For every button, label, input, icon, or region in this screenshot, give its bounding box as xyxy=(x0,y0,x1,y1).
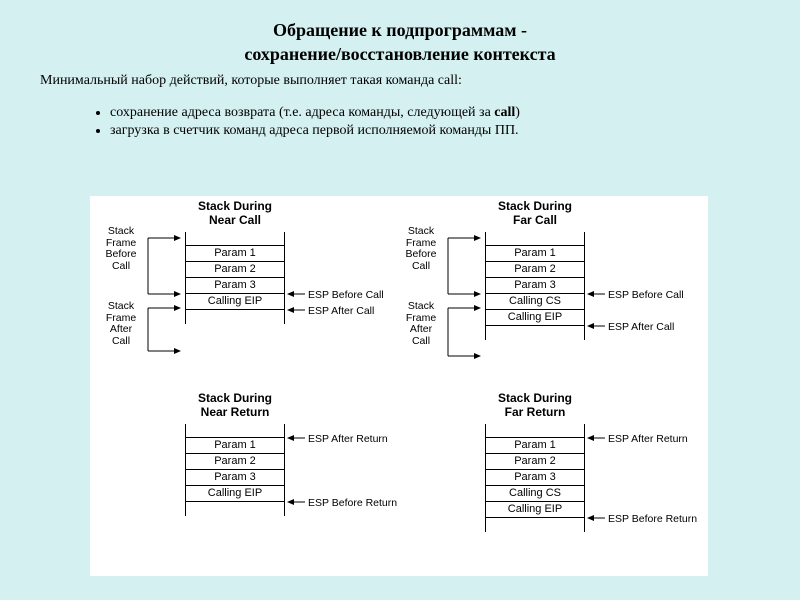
stack-cell: Calling CS xyxy=(485,294,585,310)
stack-cell: Param 3 xyxy=(485,278,585,294)
stack-cell: Param 2 xyxy=(485,454,585,470)
diagram-panel: Stack During Near Call Param 1 Param 2 P… xyxy=(90,196,708,576)
stack-cell: Param 2 xyxy=(185,454,285,470)
label-sfa-1: Stack Frame After Call xyxy=(96,301,146,347)
stack-cell: Param 1 xyxy=(185,438,285,454)
stack-far-call: Param 1 Param 2 Param 3 Calling CS Calli… xyxy=(485,232,585,340)
stack-cell xyxy=(485,424,585,438)
stack-cell: Calling EIP xyxy=(485,502,585,518)
bullet-1: сохранение адреса возврата (т.е. адреса … xyxy=(110,105,760,121)
label-sfb-1: Stack Frame Before Call xyxy=(96,226,146,272)
stack-cell: Param 3 xyxy=(485,470,585,486)
title-far-return: Stack During Far Return xyxy=(475,392,595,420)
stack-cell xyxy=(485,232,585,246)
label-esp-before-2: ESP Before Call xyxy=(608,289,684,301)
stack-near-return: Param 1 Param 2 Param 3 Calling EIP xyxy=(185,424,285,516)
stack-cell xyxy=(185,502,285,516)
stack-cell: Calling EIP xyxy=(485,310,585,326)
stack-cell: Param 2 xyxy=(185,262,285,278)
bullet-list: сохранение адреса возврата (т.е. адреса … xyxy=(0,103,800,139)
stack-near-call: Param 1 Param 2 Param 3 Calling EIP xyxy=(185,232,285,324)
intro-text: Минимальный набор действий, которые выпо… xyxy=(0,67,800,89)
stack-cell xyxy=(185,310,285,324)
bullet-2: загрузка в счетчик команд адреса первой … xyxy=(110,123,760,139)
stack-cell: Param 2 xyxy=(485,262,585,278)
stack-cell xyxy=(485,518,585,532)
stack-cell: Param 3 xyxy=(185,470,285,486)
label-esp-before-1: ESP Before Call xyxy=(308,289,384,301)
label-esp-before-ret-1: ESP Before Return xyxy=(308,497,397,509)
label-esp-after-1: ESP After Call xyxy=(308,305,374,317)
page-title: Обращение к подпрограммам - сохранение/в… xyxy=(0,0,800,67)
title-near-call: Stack During Near Call xyxy=(175,200,295,228)
stack-cell: Param 3 xyxy=(185,278,285,294)
stack-far-return: Param 1 Param 2 Param 3 Calling CS Calli… xyxy=(485,424,585,532)
stack-cell: Calling CS xyxy=(485,486,585,502)
title-near-return: Stack During Near Return xyxy=(175,392,295,420)
title-line-2: сохранение/восстановление контекста xyxy=(244,44,555,64)
title-far-call: Stack During Far Call xyxy=(475,200,595,228)
stack-cell: Calling EIP xyxy=(185,486,285,502)
stack-cell: Param 1 xyxy=(185,246,285,262)
label-esp-after-ret-2: ESP After Return xyxy=(608,433,688,445)
label-esp-after-ret-1: ESP After Return xyxy=(308,433,388,445)
stack-cell xyxy=(185,424,285,438)
stack-cell xyxy=(485,326,585,340)
stack-cell: Param 1 xyxy=(485,438,585,454)
label-sfb-2: Stack Frame Before Call xyxy=(396,226,446,272)
label-esp-after-2: ESP After Call xyxy=(608,321,674,333)
stack-cell: Calling EIP xyxy=(185,294,285,310)
label-sfa-2: Stack Frame After Call xyxy=(396,301,446,347)
stack-cell xyxy=(185,232,285,246)
title-line-1: Обращение к подпрограммам - xyxy=(273,20,527,40)
stack-cell: Param 1 xyxy=(485,246,585,262)
label-esp-before-ret-2: ESP Before Return xyxy=(608,513,697,525)
